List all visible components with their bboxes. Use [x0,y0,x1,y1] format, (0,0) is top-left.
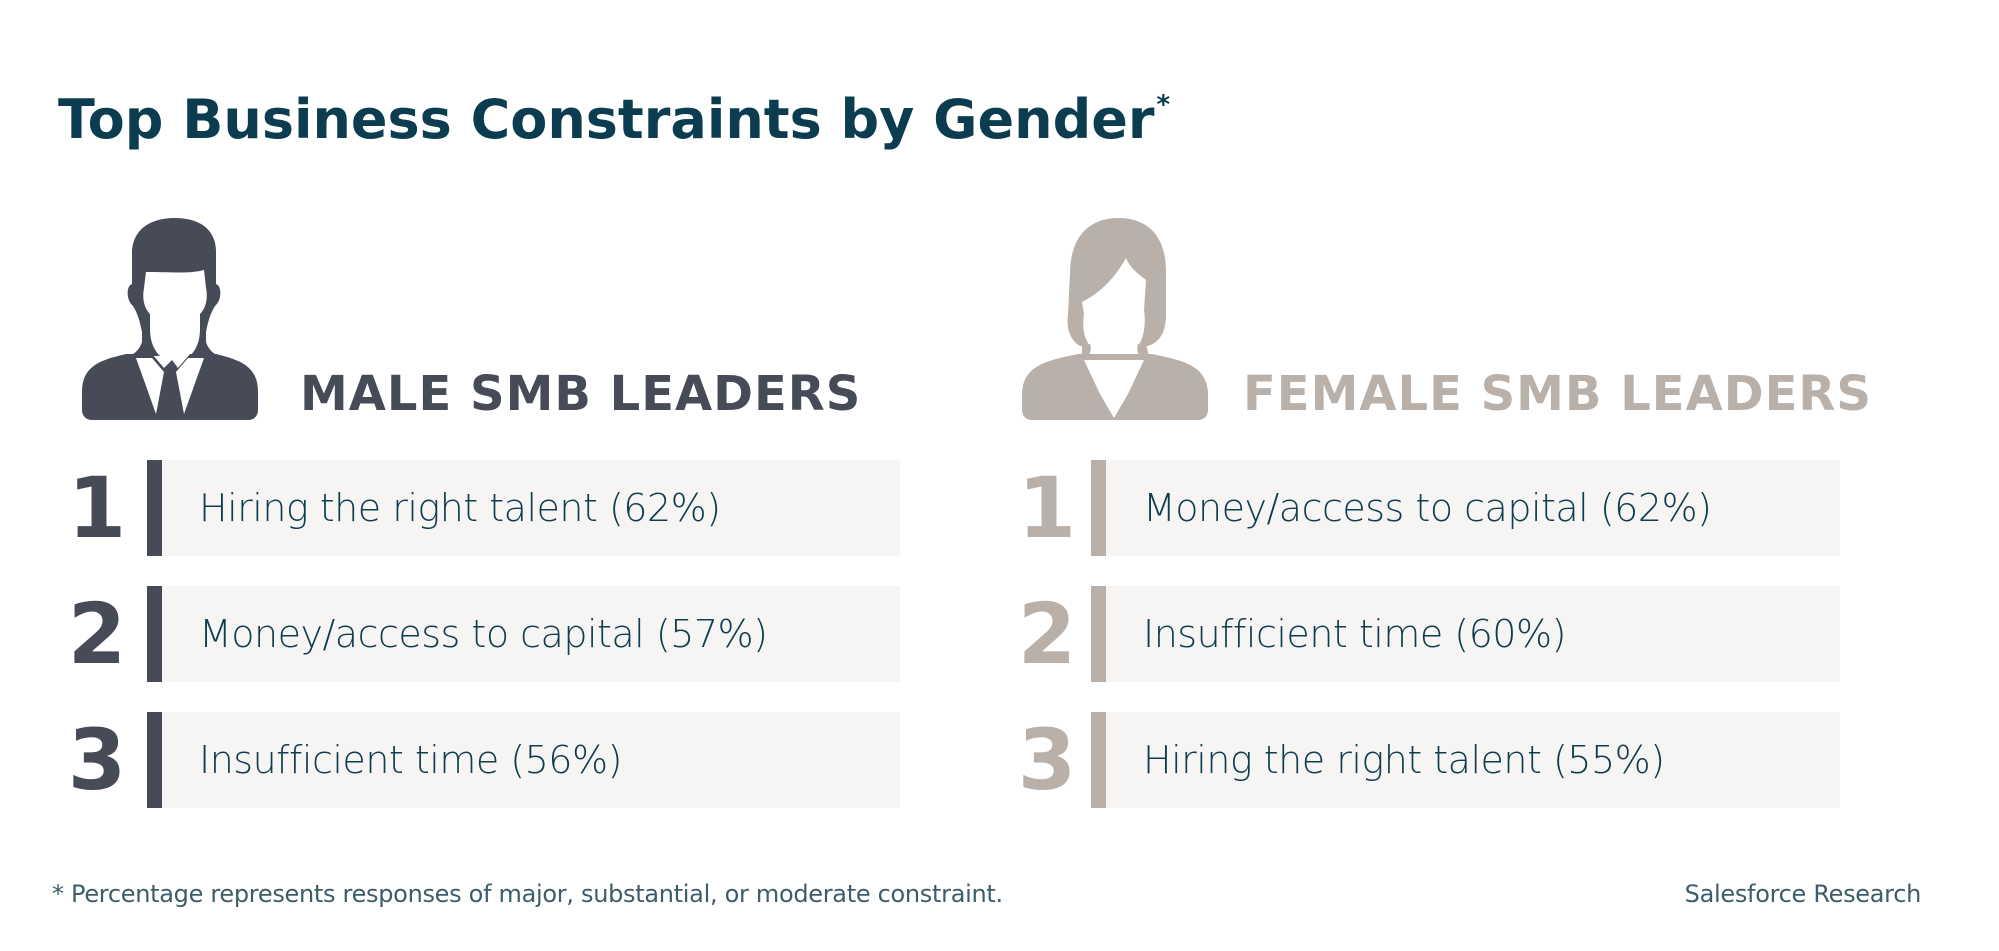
constraint-box: Insufficient time (56%) [162,712,900,808]
rank-number: 1 [67,459,127,557]
male-heading: MALE SMB LEADERS [300,366,862,422]
constraint-label: Hiring the right talent (55%) [1143,738,1665,782]
constraint-box: Money/access to capital (62%) [1106,460,1840,556]
male-row-2: 2 Money/access to capital (57%) [0,586,900,682]
rank-bar [1091,460,1106,556]
female-heading: FEMALE SMB LEADERS [1243,366,1872,422]
rank-bar [147,712,162,808]
rank-bar [147,460,162,556]
constraint-box: Hiring the right talent (55%) [1106,712,1840,808]
businesswoman-icon [1022,218,1208,420]
male-row-3: 3 Insufficient time (56%) [0,712,900,808]
rank-number: 2 [67,585,127,683]
title-text: Top Business Constraints by Gender [58,88,1155,152]
title-footnote-marker: * [1156,90,1171,121]
constraint-box: Money/access to capital (57%) [162,586,900,682]
male-row-1: 1 Hiring the right talent (62%) [0,460,900,556]
female-row-2: 2 Insufficient time (60%) [0,586,1840,682]
businessman-icon [82,218,258,420]
rank-number: 2 [1017,585,1077,683]
constraint-label: Money/access to capital (62%) [1143,486,1712,530]
page-title: Top Business Constraints by Gender* [58,88,1170,151]
female-row-1: 1 Money/access to capital (62%) [0,460,1840,556]
rank-number: 3 [67,711,127,809]
constraint-box: Hiring the right talent (62%) [162,460,900,556]
constraint-label: Insufficient time (60%) [1143,612,1566,656]
rank-bar [1091,586,1106,682]
rank-bar [147,586,162,682]
constraint-label: Insufficient time (56%) [199,738,622,782]
constraint-label: Money/access to capital (57%) [199,612,768,656]
source-credit: Salesforce Research [1684,880,1922,908]
constraint-box: Insufficient time (60%) [1106,586,1840,682]
rank-number: 3 [1017,711,1077,809]
rank-bar [1091,712,1106,808]
female-row-3: 3 Hiring the right talent (55%) [0,712,1840,808]
footnote: * Percentage represents responses of maj… [52,880,1003,908]
constraint-label: Hiring the right talent (62%) [199,486,721,530]
rank-number: 1 [1017,459,1077,557]
